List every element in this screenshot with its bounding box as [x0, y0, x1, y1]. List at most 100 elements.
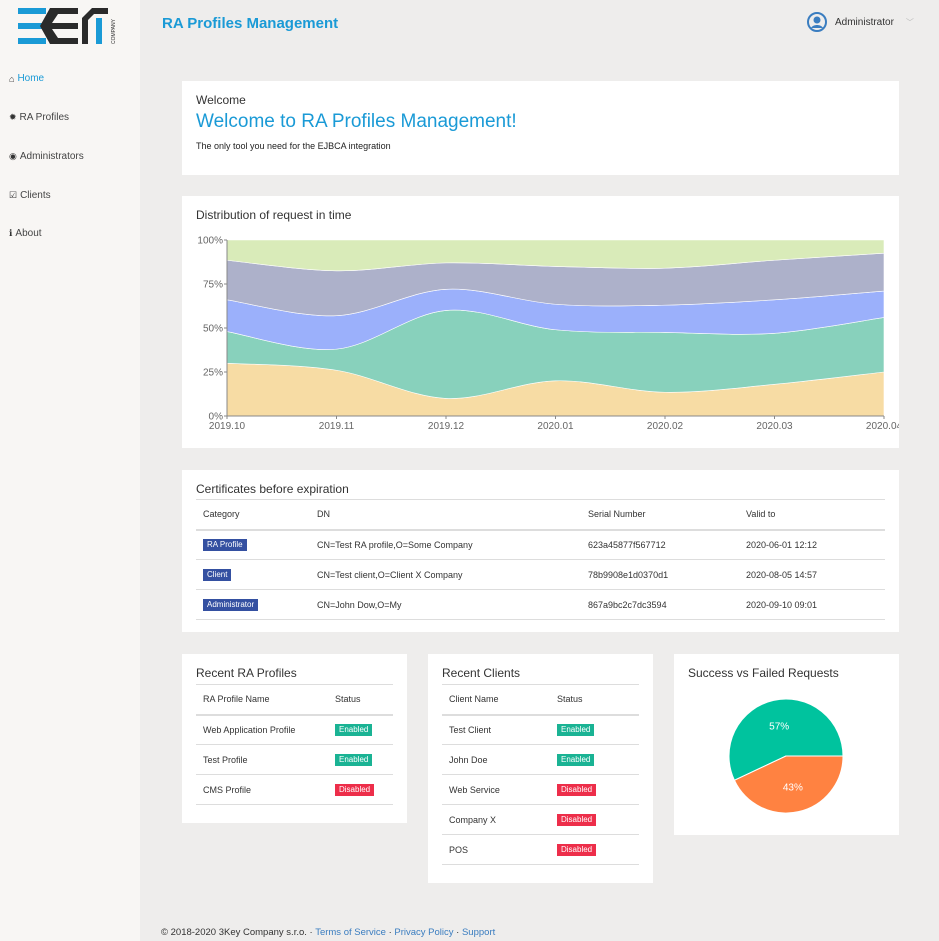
welcome-card: Welcome Welcome to RA Profiles Managemen…	[182, 81, 899, 175]
y-tick-label: 50%	[203, 324, 223, 335]
category-cell: Client	[196, 559, 310, 590]
status-cell: Disabled	[550, 834, 639, 865]
sidebar-item-clients[interactable]: ☑ Clients	[9, 190, 51, 201]
status-badge: Disabled	[335, 783, 375, 796]
table-row: RA Profile CN=Test RA profile,O=Some Comp…	[196, 529, 885, 560]
column-header: Serial Number	[581, 499, 739, 531]
name-cell: CMS Profile	[196, 774, 328, 805]
name-cell: Test Client	[442, 714, 550, 745]
category-badge: RA Profile	[203, 538, 247, 551]
serial-cell: 867a9bc2c7dc3594	[581, 589, 739, 620]
pie-label: 57%	[769, 721, 789, 732]
table-row: Administrator CN=John Dow,O=My 867a9bc2c7d…	[196, 589, 885, 620]
status-badge: Enabled	[335, 753, 373, 766]
sidebar-item-home[interactable]: ⌂ Home	[9, 73, 45, 84]
sidebar-item-ra-profiles[interactable]: ✹ RA Profiles	[9, 112, 70, 123]
category-badge: Client	[203, 568, 232, 581]
x-tick-label: 2020.02	[647, 421, 684, 432]
chevron-down-icon: ﹀	[905, 17, 914, 27]
column-header: DN	[310, 499, 581, 531]
y-tick-label: 25%	[203, 368, 223, 379]
footer: © 2018-2020 3Key Company s.r.o. · Terms …	[161, 927, 496, 938]
y-tick-label: 0%	[209, 412, 224, 423]
home-icon: ⌂	[9, 73, 15, 84]
category-cell: Administrator	[196, 589, 310, 620]
user-avatar-icon	[807, 12, 827, 32]
distribution-card: Distribution of request in time 0% 25% 50%…	[182, 196, 899, 448]
name-cell: Company X	[442, 804, 550, 835]
serial-cell: 78b9908e1d0370d1	[581, 559, 739, 590]
welcome-heading: Welcome to RA Profiles Management!	[196, 111, 517, 132]
privacy-link[interactable]: Privacy Policy	[394, 927, 454, 938]
column-header: Status	[328, 684, 393, 716]
status-cell: Disabled	[550, 804, 639, 835]
serial-cell: 623a45877f567712	[581, 529, 739, 560]
certificates-table: Category DN Serial Number Valid to RA Pr…	[196, 499, 885, 620]
success-failed-card: Success vs Failed Requests 57% 43%	[674, 654, 899, 835]
y-tick-label: 100%	[197, 236, 223, 247]
column-header: Category	[196, 499, 310, 531]
status-badge: Enabled	[335, 723, 373, 736]
ra-profiles-table: RA Profile Name Status Web Application Pr…	[196, 684, 393, 805]
chart-title: Distribution of request in time	[196, 208, 352, 222]
pie-label: 43%	[783, 783, 803, 794]
status-cell: Enabled	[550, 714, 639, 745]
status-cell: Enabled	[550, 744, 639, 775]
status-cell: Disabled	[328, 774, 393, 805]
info-icon: ℹ	[9, 228, 13, 238]
dn-cell: CN=Test client,O=Client X Company	[310, 559, 581, 590]
name-cell: Web Service	[442, 774, 550, 805]
company-logo: COMPANY	[18, 8, 117, 44]
terms-link[interactable]: Terms of Service	[315, 927, 386, 938]
category-badge: Administrator	[203, 598, 259, 611]
x-tick-label: 2020.03	[756, 421, 793, 432]
name-cell: POS	[442, 834, 550, 865]
name-cell: Web Application Profile	[196, 714, 328, 745]
recent-clients-card: Recent Clients Client Name Status Test Cl…	[428, 654, 653, 883]
user-menu[interactable]: Administrator ﹀	[807, 12, 914, 32]
status-cell: Enabled	[328, 744, 393, 775]
x-tick-label: 2020.04	[866, 421, 899, 432]
column-header: Status	[550, 684, 639, 716]
valid-cell: 2020-06-01 12:12	[739, 529, 885, 560]
x-tick-label: 2019.11	[319, 421, 355, 432]
area-series-4	[226, 239, 885, 272]
support-link[interactable]: Support	[461, 927, 496, 938]
pie-chart: 57% 43%	[728, 698, 844, 814]
valid-cell: 2020-09-10 09:01	[739, 589, 885, 620]
category-cell: RA Profile	[196, 529, 310, 560]
sidebar: COMPANY ⌂ Home ✹ RA Profiles ◉ Administrato…	[0, 0, 140, 941]
clients-table: Client Name Status Test Client Enabled John…	[442, 684, 639, 865]
welcome-subtitle: The only tool you need for the EJBCA int…	[196, 141, 391, 151]
cog-icon: ✹	[9, 112, 17, 122]
table-row: John Doe Enabled	[442, 744, 639, 775]
svg-text:COMPANY: COMPANY	[111, 18, 117, 44]
status-badge: Disabled	[557, 783, 597, 796]
status-badge: Disabled	[557, 813, 597, 826]
sidebar-item-about[interactable]: ℹ About	[9, 228, 42, 239]
x-tick-label: 2019.10	[209, 421, 246, 432]
column-header: Valid to	[739, 499, 885, 531]
x-tick-label: 2019.12	[428, 421, 465, 432]
table-row: Client CN=Test client,O=Client X Company 7…	[196, 559, 885, 590]
status-badge: Enabled	[557, 723, 595, 736]
copyright: © 2018-2020 3Key Company s.r.o.	[161, 927, 307, 938]
dn-cell: CN=Test RA profile,O=Some Company	[310, 529, 581, 560]
table-row: Test Profile Enabled	[196, 744, 393, 775]
area-chart: 0% 25% 50% 75% 100% 2019.10 2019.11 2019.12 2020…	[197, 236, 899, 433]
name-cell: Test Profile	[196, 744, 328, 775]
column-header: Client Name	[442, 684, 550, 716]
table-row: POS Disabled	[442, 834, 639, 865]
table-row: Test Client Enabled	[442, 714, 639, 745]
recent-ra-profiles-card: Recent RA Profiles RA Profile Name Status…	[182, 654, 407, 823]
pie-title: Success vs Failed Requests	[688, 666, 839, 680]
status-badge: Disabled	[557, 843, 597, 856]
ra-profiles-title: Recent RA Profiles	[196, 666, 297, 680]
x-tick-label: 2020.01	[537, 421, 574, 432]
clients-title: Recent Clients	[442, 666, 521, 680]
check-square-icon: ☑	[9, 190, 18, 200]
pie-slice-1	[733, 755, 844, 814]
dn-cell: CN=John Dow,O=My	[310, 589, 581, 620]
app-title: RA Profiles Management	[162, 15, 339, 32]
sidebar-item-administrators[interactable]: ◉ Administrators	[9, 151, 84, 162]
